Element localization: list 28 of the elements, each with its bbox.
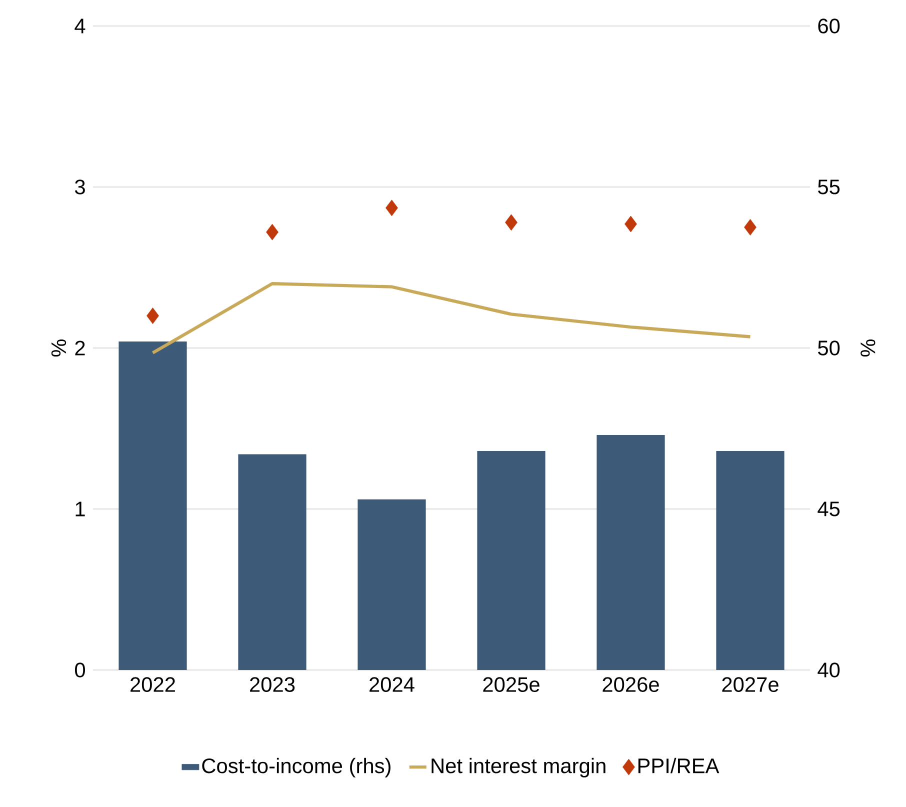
- legend-label: Cost-to-income (rhs): [202, 758, 390, 778]
- y2-tick-label: 50: [818, 340, 840, 356]
- point: [744, 219, 756, 236]
- y2-tick-label: 60: [818, 18, 840, 34]
- y-tick-label: 1: [76, 502, 85, 516]
- point: [146, 308, 159, 324]
- y2-tick-label: 45: [818, 502, 840, 516]
- x-tick-label: 2025e: [483, 677, 540, 692]
- x-tick-label: 2024: [370, 677, 414, 692]
- x-tick-label: 2027e: [722, 677, 778, 692]
- y-tick-label: 3: [74, 180, 85, 194]
- point: [386, 200, 398, 216]
- y2-axis-title: %: [860, 339, 876, 357]
- x-tick-label: 2023: [250, 677, 295, 692]
- y-tick-label: 2: [75, 340, 85, 356]
- y2-tick-label: 40: [818, 662, 840, 678]
- y-axis-title: %: [51, 339, 66, 357]
- y-tick-label: 0: [75, 662, 86, 678]
- point: [624, 216, 637, 232]
- x-tick-label: 2026e: [602, 677, 659, 692]
- point: [266, 224, 278, 240]
- legend-label: PPI/REA: [638, 758, 720, 774]
- x-tick-label: 2022: [130, 677, 175, 692]
- y2-tick-label: 55: [818, 180, 840, 194]
- legend-label: Net interest margin: [432, 758, 606, 778]
- line-series: [151, 282, 752, 354]
- point: [505, 214, 518, 231]
- y-tick-label: 4: [74, 18, 86, 34]
